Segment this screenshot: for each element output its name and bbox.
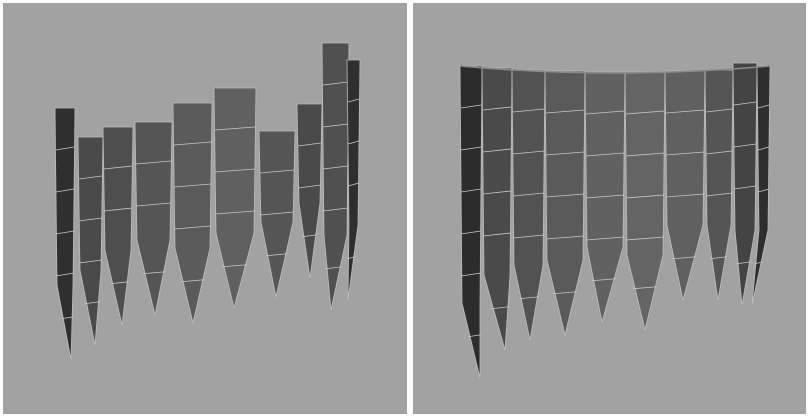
render-screenshot bbox=[0, 0, 809, 417]
